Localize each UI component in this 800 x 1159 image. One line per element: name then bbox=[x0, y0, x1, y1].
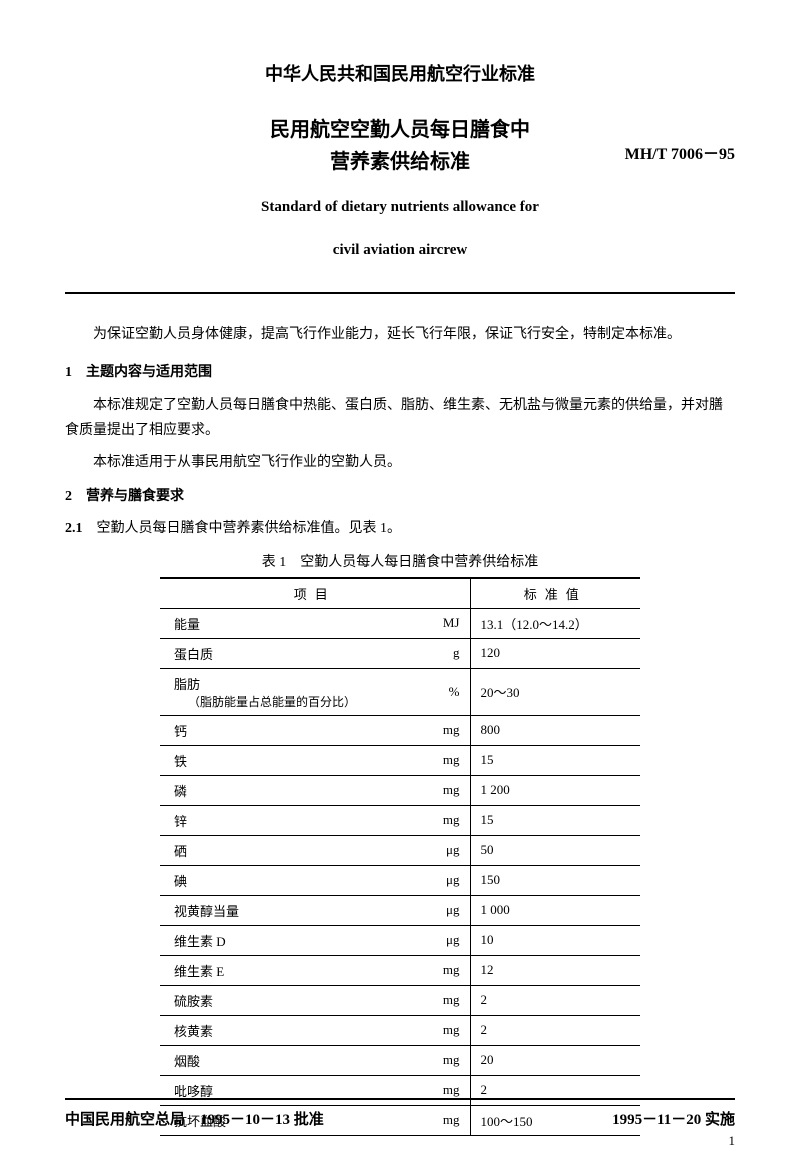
table-header-value: 标准值 bbox=[470, 578, 640, 609]
section-1-num: 1 bbox=[65, 365, 72, 380]
section-1-p1: 本标准规定了空勤人员每日膳食中热能、蛋白质、脂肪、维生素、无机盐与微量元素的供给… bbox=[65, 393, 735, 443]
table-row: 钙mg800 bbox=[160, 715, 640, 745]
nutrient-name: 钙 bbox=[160, 715, 420, 745]
nutrient-value: 13.1（12.0～14.2） bbox=[470, 608, 640, 638]
nutrient-unit: mg bbox=[420, 955, 470, 985]
table-header-row: 项目 标准值 bbox=[160, 578, 640, 609]
table-row: 硫胺素mg2 bbox=[160, 985, 640, 1015]
intro-paragraph: 为保证空勤人员身体健康，提高飞行作业能力，延长飞行年限，保证飞行安全，特制定本标… bbox=[65, 322, 735, 347]
nutrients-table: 项目 标准值 能量MJ13.1（12.0～14.2）蛋白质g120脂肪（脂肪能量… bbox=[160, 577, 640, 1136]
nutrient-name: 烟酸 bbox=[160, 1045, 420, 1075]
table-row: 锌mg15 bbox=[160, 805, 640, 835]
footer: 中国民用航空总局 1995－10－13 批准 1995－11－20 实施 bbox=[65, 1098, 735, 1129]
nutrient-name: 脂肪（脂肪能量占总能量的百分比） bbox=[160, 668, 420, 715]
nutrient-name: 磷 bbox=[160, 775, 420, 805]
title-en-line2: civil aviation aircrew bbox=[65, 237, 735, 264]
nutrient-unit: μg bbox=[420, 865, 470, 895]
nutrient-unit: μg bbox=[420, 835, 470, 865]
table-row: 硒μg50 bbox=[160, 835, 640, 865]
table-row: 核黄素mg2 bbox=[160, 1015, 640, 1045]
table-row: 碘μg150 bbox=[160, 865, 640, 895]
nutrient-unit: mg bbox=[420, 715, 470, 745]
nutrient-unit: mg bbox=[420, 745, 470, 775]
table-caption: 表 1 空勤人员每人每日膳食中营养供给标准 bbox=[65, 551, 735, 571]
nutrient-unit: mg bbox=[420, 805, 470, 835]
nutrient-name: 蛋白质 bbox=[160, 638, 420, 668]
nutrient-value: 12 bbox=[470, 955, 640, 985]
page-number: 1 bbox=[729, 1133, 736, 1149]
title-en-line1: Standard of dietary nutrients allowance … bbox=[65, 194, 735, 221]
nutrient-unit: mg bbox=[420, 1045, 470, 1075]
section-1-heading: 主题内容与适用范围 bbox=[86, 365, 212, 380]
nutrient-value: 2 bbox=[470, 985, 640, 1015]
nutrient-name: 核黄素 bbox=[160, 1015, 420, 1045]
standard-code: MH/T 7006－95 bbox=[625, 140, 735, 164]
table-row: 铁mg15 bbox=[160, 745, 640, 775]
subsection-2-1: 2.1 空勤人员每日膳食中营养素供给标准值。见表 1。 bbox=[65, 517, 735, 537]
nutrient-unit: mg bbox=[420, 985, 470, 1015]
title-block: 民用航空空勤人员每日膳食中 营养素供给标准 MH/T 7006－95 Stand… bbox=[65, 114, 735, 264]
nutrient-value: 1 000 bbox=[470, 895, 640, 925]
table-row: 维生素 Emg12 bbox=[160, 955, 640, 985]
section-1-p2: 本标准适用于从事民用航空飞行作业的空勤人员。 bbox=[65, 450, 735, 475]
nutrient-value: 15 bbox=[470, 805, 640, 835]
table-row: 脂肪（脂肪能量占总能量的百分比）%20～30 bbox=[160, 668, 640, 715]
section-2-num: 2 bbox=[65, 489, 72, 504]
table-row: 能量MJ13.1（12.0～14.2） bbox=[160, 608, 640, 638]
nutrient-name: 铁 bbox=[160, 745, 420, 775]
nutrient-value: 50 bbox=[470, 835, 640, 865]
table-row: 烟酸mg20 bbox=[160, 1045, 640, 1075]
nutrient-unit: % bbox=[420, 668, 470, 715]
nutrient-unit: mg bbox=[420, 775, 470, 805]
nutrient-value: 2 bbox=[470, 1015, 640, 1045]
nutrient-value: 20 bbox=[470, 1045, 640, 1075]
section-2-title: 2 营养与膳食要求 bbox=[65, 485, 735, 505]
nutrient-value: 20～30 bbox=[470, 668, 640, 715]
nutrient-unit: mg bbox=[420, 1015, 470, 1045]
nutrient-value: 800 bbox=[470, 715, 640, 745]
nutrient-name: 硒 bbox=[160, 835, 420, 865]
nutrient-name: 碘 bbox=[160, 865, 420, 895]
nutrient-value: 15 bbox=[470, 745, 640, 775]
nutrient-value: 120 bbox=[470, 638, 640, 668]
subsection-2-1-num: 2.1 bbox=[65, 521, 83, 536]
divider bbox=[65, 292, 735, 294]
nutrient-value: 10 bbox=[470, 925, 640, 955]
nutrient-value: 1 200 bbox=[470, 775, 640, 805]
nutrient-unit: g bbox=[420, 638, 470, 668]
nutrient-name: 锌 bbox=[160, 805, 420, 835]
table-row: 磷mg1 200 bbox=[160, 775, 640, 805]
section-2-heading: 营养与膳食要求 bbox=[86, 489, 184, 504]
table-row: 维生素 Dμg10 bbox=[160, 925, 640, 955]
nutrient-name: 能量 bbox=[160, 608, 420, 638]
table-row: 视黄醇当量μg1 000 bbox=[160, 895, 640, 925]
table-row: 蛋白质g120 bbox=[160, 638, 640, 668]
section-1-title: 1 主题内容与适用范围 bbox=[65, 361, 735, 381]
implementation-text: 1995－11－20 实施 bbox=[612, 1108, 735, 1129]
nutrient-unit: μg bbox=[420, 925, 470, 955]
approval-text: 中国民用航空总局 1995－10－13 批准 bbox=[65, 1108, 324, 1129]
org-header: 中华人民共和国民用航空行业标准 bbox=[65, 60, 735, 86]
nutrient-name: 硫胺素 bbox=[160, 985, 420, 1015]
nutrient-name: 视黄醇当量 bbox=[160, 895, 420, 925]
table-header-item: 项目 bbox=[160, 578, 470, 609]
nutrient-value: 150 bbox=[470, 865, 640, 895]
subsection-2-1-text: 空勤人员每日膳食中营养素供给标准值。见表 1。 bbox=[97, 521, 402, 536]
nutrient-name: 维生素 D bbox=[160, 925, 420, 955]
nutrient-unit: μg bbox=[420, 895, 470, 925]
nutrient-name: 维生素 E bbox=[160, 955, 420, 985]
nutrient-unit: MJ bbox=[420, 608, 470, 638]
